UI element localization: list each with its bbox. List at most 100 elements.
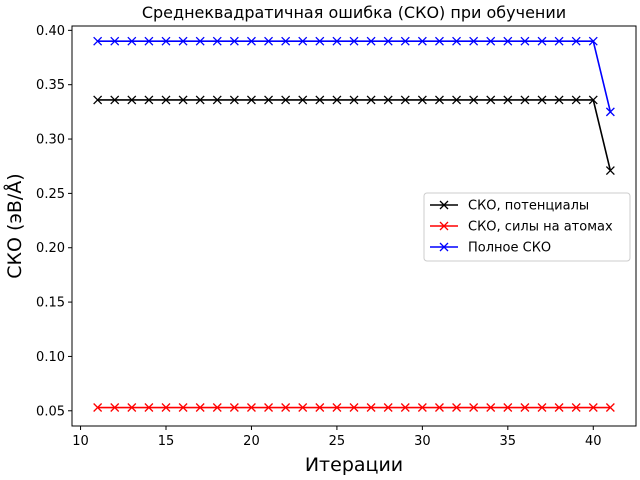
- y-axis-label: СКО (эВ/Å): [3, 173, 26, 278]
- x-tick-label: 10: [72, 434, 89, 449]
- legend-entry: СКО, силы на атомах: [430, 220, 613, 235]
- data-point: [298, 403, 308, 412]
- data-point: [486, 95, 496, 105]
- data-point: [537, 403, 547, 412]
- data-point: [469, 95, 479, 105]
- data-point: [315, 403, 325, 412]
- data-point: [486, 403, 496, 412]
- data-point: [127, 403, 137, 412]
- y-axis-ticks: 0.05 0.10 0.15 0.20 0.25 0.30 0.35 0.40: [36, 24, 72, 419]
- data-point: [281, 36, 291, 46]
- data-point: [383, 403, 393, 412]
- data-point: [212, 36, 222, 46]
- data-point: [434, 36, 444, 46]
- x-tick-label: 20: [243, 434, 260, 449]
- series-3: [93, 36, 615, 117]
- data-point: [298, 36, 308, 46]
- data-point: [400, 36, 410, 46]
- data-point: [400, 95, 410, 105]
- data-point: [229, 36, 239, 46]
- data-point: [383, 36, 393, 46]
- y-tick-label: 0.10: [36, 350, 65, 365]
- data-point: [520, 36, 530, 46]
- legend-label: СКО, потенциалы: [468, 199, 589, 214]
- data-point: [229, 403, 239, 412]
- data-point: [503, 403, 513, 412]
- data-point: [332, 36, 342, 46]
- data-point: [246, 36, 256, 46]
- data-point: [212, 95, 222, 105]
- data-point: [554, 403, 564, 412]
- series-2: [93, 403, 615, 412]
- x-tick-label: 25: [329, 434, 346, 449]
- data-point: [246, 403, 256, 412]
- data-point: [452, 36, 462, 46]
- data-point: [281, 95, 291, 105]
- data-point: [195, 403, 205, 412]
- data-point: [588, 95, 598, 105]
- legend-entry: СКО, потенциалы: [430, 199, 589, 214]
- data-point: [195, 36, 205, 46]
- data-point: [452, 95, 462, 105]
- data-point: [349, 36, 359, 46]
- data-point: [246, 95, 256, 105]
- y-tick-label: 0.40: [36, 24, 65, 39]
- y-tick-label: 0.05: [36, 404, 65, 419]
- data-point: [349, 95, 359, 105]
- data-point: [178, 95, 188, 105]
- data-point: [264, 36, 274, 46]
- x-tick-label: 40: [585, 434, 602, 449]
- data-point: [110, 403, 120, 412]
- legend-label: СКО, силы на атомах: [468, 220, 613, 235]
- data-point: [537, 95, 547, 105]
- data-point: [93, 95, 103, 105]
- data-point: [212, 403, 222, 412]
- data-point: [366, 95, 376, 105]
- data-point: [161, 36, 171, 46]
- chart-title: Среднеквадратичная ошибка (СКО) при обуч…: [142, 3, 566, 22]
- x-tick-label: 15: [158, 434, 175, 449]
- data-point: [332, 95, 342, 105]
- legend-entry: Полное СКО: [430, 241, 551, 256]
- legend-swatch-marker: [439, 221, 449, 231]
- legend-box: [423, 192, 631, 262]
- data-point: [144, 403, 154, 412]
- data-point: [144, 36, 154, 46]
- data-point: [178, 36, 188, 46]
- data-point: [127, 36, 137, 46]
- data-point: [469, 403, 479, 412]
- legend-swatch-marker: [439, 242, 449, 252]
- data-point: [298, 95, 308, 105]
- data-point: [434, 403, 444, 412]
- data-point: [571, 403, 581, 412]
- data-point: [161, 95, 171, 105]
- data-point: [537, 36, 547, 46]
- data-point: [588, 36, 598, 46]
- legend-label: Полное СКО: [468, 241, 551, 256]
- legend-swatch-marker: [439, 200, 449, 210]
- data-point: [571, 95, 581, 105]
- data-point: [195, 95, 205, 105]
- data-point: [400, 403, 410, 412]
- x-tick-label: 30: [414, 434, 431, 449]
- data-point: [588, 403, 598, 412]
- data-point: [417, 403, 427, 412]
- data-point: [110, 36, 120, 46]
- series-layer: [93, 36, 615, 412]
- data-point: [110, 95, 120, 105]
- data-point: [605, 403, 615, 412]
- data-point: [366, 36, 376, 46]
- data-point: [127, 95, 137, 105]
- data-point: [503, 36, 513, 46]
- data-point: [93, 36, 103, 46]
- data-point: [571, 36, 581, 46]
- y-tick-label: 0.35: [36, 78, 65, 93]
- data-point: [264, 95, 274, 105]
- data-point: [315, 36, 325, 46]
- x-axis-ticks: 10 15 20 25 30 35 40: [72, 426, 602, 449]
- data-point: [554, 36, 564, 46]
- y-tick-label: 0.15: [36, 296, 65, 311]
- axes-frame: [71, 25, 637, 427]
- y-tick-label: 0.20: [36, 241, 65, 256]
